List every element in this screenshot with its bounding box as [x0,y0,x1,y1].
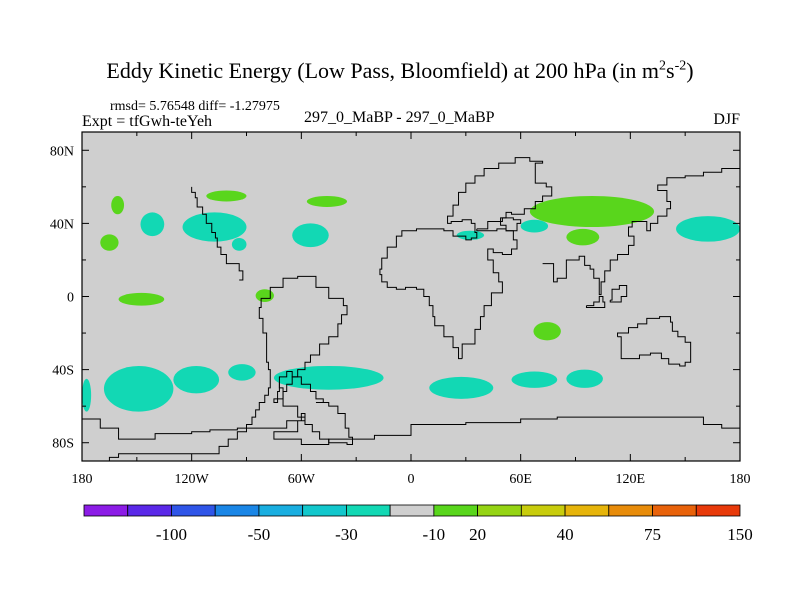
chart-title-mid: s [666,58,675,83]
colorbar-swatch [127,504,172,517]
anomaly-region [520,219,549,233]
rmsd-value: rmsd= 5.76548 [110,99,195,114]
continent-outline [542,168,741,296]
continent-outline [476,217,522,232]
continent-outline [617,316,692,367]
chart-title-end: ) [686,58,694,83]
anomaly-region [111,195,125,215]
anomaly-region [255,289,274,302]
colorbar-label: 150 [727,525,753,544]
anomaly-region [306,195,348,207]
x-tick-label: 180 [730,472,751,487]
anomaly-region [273,365,384,390]
anomaly-region [100,234,119,251]
colorbar-label: -50 [248,525,271,544]
map-background [82,132,740,461]
colorbar-label: -10 [423,525,446,544]
anomaly-region [182,212,247,242]
colorbar-swatch [171,504,216,517]
colorbar-swatch [345,504,391,517]
anomaly-region [529,195,655,228]
colorbar-label: 75 [644,525,661,544]
anomaly-region [231,238,247,251]
y-tick-label: 80N [50,144,74,159]
y-tick-label: 40S [52,364,74,379]
continent-outline [82,412,741,446]
continent-outlines [82,157,741,461]
anomaly-region [228,364,256,381]
expt-label: Expt = tfGwh-teYeh [82,113,213,130]
anomaly-regions [82,190,741,412]
x-tick-label: 60W [288,472,316,487]
chart-title-superscript-1: 2 [659,58,666,74]
x-tick-label: 0 [408,472,415,487]
continent-outline [191,186,244,281]
y-tick-label: 0 [67,291,74,306]
anomaly-region [566,228,600,246]
anomaly-region [456,230,485,240]
anomaly-region [533,322,561,341]
colorbar-swatch [389,504,435,517]
colorbar-swatch [608,504,653,517]
anomaly-region [511,371,558,388]
x-tick-label: 60E [509,472,532,487]
colorbar-swatch [477,504,522,517]
colorbar-swatch [564,504,610,517]
anomaly-region [566,369,603,388]
x-tick-label: 120E [616,472,646,487]
colorbar-label: 40 [557,525,574,544]
continent-outline [585,296,606,308]
chart-title-main: Eddy Kinetic Energy (Low Pass, Bloomfiel… [106,58,659,83]
colorbar-swatch [258,504,304,517]
anomaly-region [429,376,494,399]
colorbar-swatch [520,504,566,517]
anomaly-region [140,212,165,237]
colorbar-labels: -100 -50 -30 -10 20 40 75 150 [156,525,753,544]
colorbar-label: -100 [156,525,187,544]
anomaly-region [206,190,247,202]
y-tick-label: 80S [52,437,74,452]
anomaly-region [173,365,220,394]
colorbar-swatch [214,504,260,517]
chart-title-superscript-2: -2 [674,58,687,74]
anomaly-region [103,365,174,412]
y-axis-labels: 80N 40N 0 40S 80S [50,144,74,451]
chart-title: Eddy Kinetic Energy (Low Pass, Bloomfiel… [0,58,800,84]
colorbar-label: -30 [335,525,358,544]
anomaly-region [292,223,329,248]
anomaly-region [676,216,741,242]
y-tick-label: 40N [50,217,74,232]
stats-line: rmsd= 5.76548 diff= -1.27975 [110,99,280,115]
colorbar-swatch [433,504,479,517]
continent-outline [379,157,553,360]
x-axis-labels: 180 120W 60W 0 60E 120E 180 [72,472,751,487]
colorbar-swatch [695,504,741,517]
x-tick-label: 120W [175,472,210,487]
colorbar-swatch [83,504,129,517]
colorbar-swatch [652,504,697,517]
colorbar-swatch [302,504,347,517]
colorbar [83,504,741,517]
axis-ticks [81,132,741,461]
x-tick-label: 180 [72,472,93,487]
anomaly-region [82,378,92,412]
diff-value: diff= -1.27975 [198,99,280,114]
anomaly-region [118,292,165,306]
comparison-label: 297_0_MaBP - 297_0_MaBP [304,109,495,126]
season-label: DJF [713,111,740,128]
continent-outline [609,285,628,303]
colorbar-label: 20 [469,525,486,544]
